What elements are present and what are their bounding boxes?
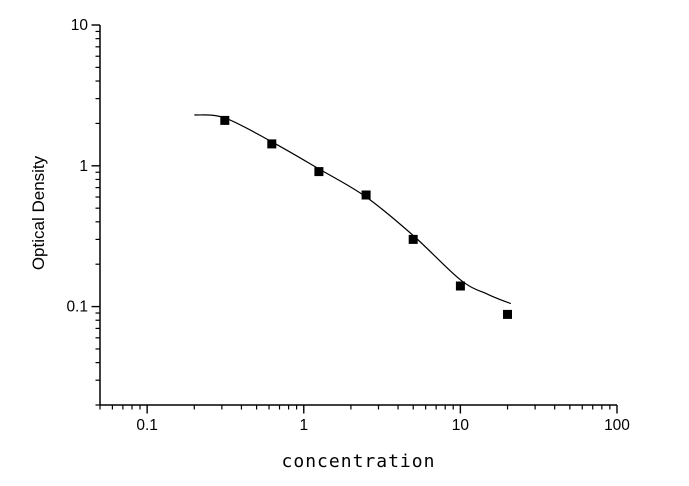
data-point	[408, 234, 418, 244]
fit-curve	[194, 114, 512, 305]
data-point	[267, 139, 277, 149]
data-point	[455, 281, 465, 291]
x-tick-label: 10	[452, 417, 470, 434]
data-point	[361, 190, 371, 200]
y-tick-label: 10	[71, 17, 89, 34]
x-tick-label: 100	[604, 417, 630, 434]
y-tick-label: 0.1	[66, 299, 88, 316]
x-tick-label: 0.1	[136, 417, 158, 434]
y-axis-title: Optical Density	[29, 155, 48, 271]
data-point	[220, 115, 230, 125]
x-axis-title: concentration	[281, 451, 436, 472]
x-tick-label: 1	[299, 417, 308, 434]
data-point	[314, 167, 324, 177]
y-tick-label: 1	[79, 158, 88, 175]
data-point	[503, 309, 512, 319]
